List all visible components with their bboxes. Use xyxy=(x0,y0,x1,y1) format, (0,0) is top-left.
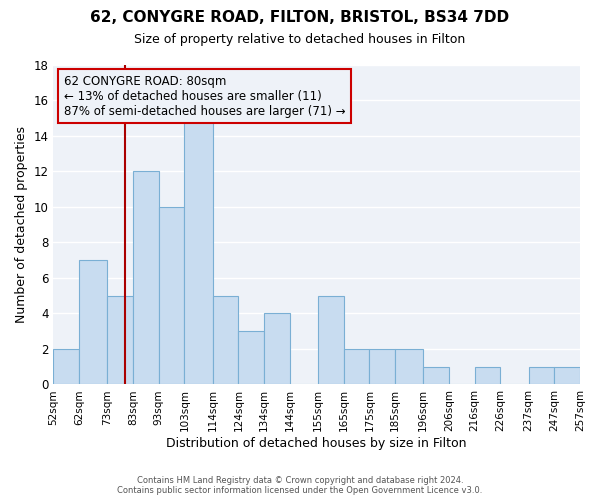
Bar xyxy=(264,314,290,384)
Bar xyxy=(344,349,370,384)
Bar xyxy=(475,366,500,384)
Bar xyxy=(212,296,238,384)
Bar xyxy=(424,366,449,384)
Text: 62 CONYGRE ROAD: 80sqm
← 13% of detached houses are smaller (11)
87% of semi-det: 62 CONYGRE ROAD: 80sqm ← 13% of detached… xyxy=(64,74,346,118)
Text: Size of property relative to detached houses in Filton: Size of property relative to detached ho… xyxy=(134,32,466,46)
Bar xyxy=(53,349,79,384)
Bar xyxy=(529,366,554,384)
Bar xyxy=(318,296,344,384)
Text: Contains HM Land Registry data © Crown copyright and database right 2024.
Contai: Contains HM Land Registry data © Crown c… xyxy=(118,476,482,495)
Y-axis label: Number of detached properties: Number of detached properties xyxy=(15,126,28,323)
Bar xyxy=(133,172,159,384)
Bar xyxy=(184,118,212,384)
Text: 62, CONYGRE ROAD, FILTON, BRISTOL, BS34 7DD: 62, CONYGRE ROAD, FILTON, BRISTOL, BS34 … xyxy=(91,10,509,25)
Bar xyxy=(370,349,395,384)
Bar xyxy=(238,331,264,384)
Bar xyxy=(395,349,424,384)
X-axis label: Distribution of detached houses by size in Filton: Distribution of detached houses by size … xyxy=(166,437,467,450)
Bar xyxy=(79,260,107,384)
Bar xyxy=(159,207,184,384)
Bar xyxy=(554,366,580,384)
Bar xyxy=(107,296,133,384)
